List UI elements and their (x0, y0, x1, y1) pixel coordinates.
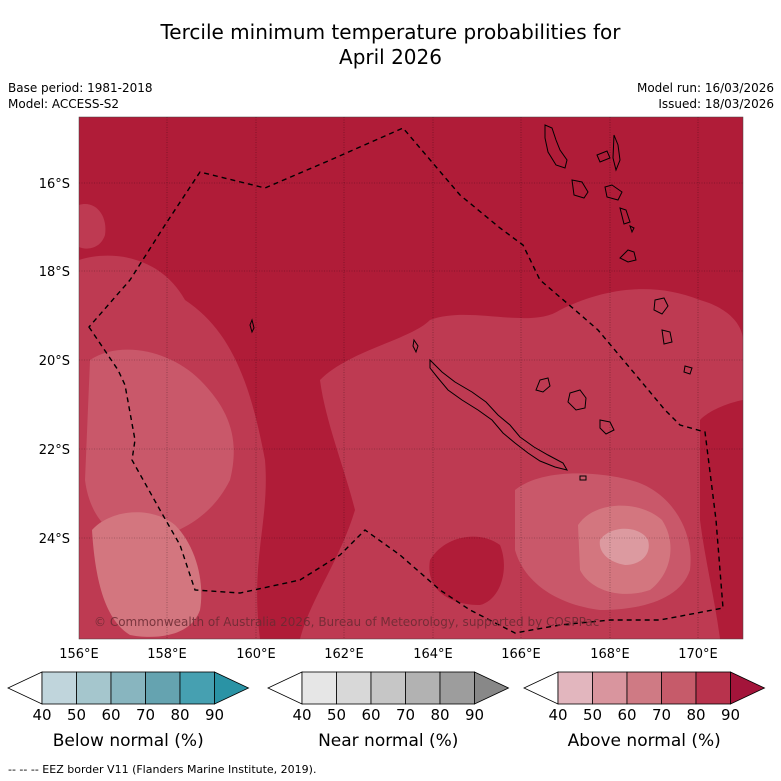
colorbar-swatch (557, 671, 593, 705)
above-70-region (85, 349, 234, 541)
above-60-region (599, 528, 649, 565)
lon-label: 164°E (413, 647, 453, 662)
model-run: Model run: 16/03/2026 (636, 81, 774, 95)
colorbar-tick-label: 70 (136, 706, 155, 724)
colorbar-tick-label: 80 (686, 706, 705, 724)
colorbar-over-swatch (214, 671, 250, 705)
colorbar-title: Below normal (%) (53, 731, 204, 751)
colorbar-tick-label: 40 (32, 706, 51, 724)
lon-label: 162°E (324, 647, 364, 662)
colorbar-tick-label: 60 (617, 706, 636, 724)
new-caledonia-coast (429, 358, 569, 471)
eez-legend-note: -- -- -- EEZ border V11 (Flanders Marine… (8, 763, 317, 776)
coastlines (249, 124, 693, 481)
colorbar-swatch (592, 671, 628, 705)
colorbar-over-swatch (474, 671, 510, 705)
colorbar-swatch (695, 671, 731, 705)
colorbar-swatch (110, 671, 146, 705)
lat-label: 18°S (39, 265, 70, 280)
colorbar-swatch (76, 671, 112, 705)
above-80-region (79, 204, 106, 249)
colorbar-under-swatch (267, 671, 303, 705)
colorbar-over-swatch (730, 671, 766, 705)
colorbar-swatch (336, 671, 372, 705)
probability-field: © Commonwealth of Australia 2026, Bureau… (79, 117, 743, 639)
lat-label: 16°S (39, 177, 70, 192)
above-90-region (700, 400, 743, 639)
colorbar-swatch (405, 671, 441, 705)
map-title-line2: April 2026 (339, 45, 442, 69)
colorbar-tick-label: 40 (292, 706, 311, 724)
eez-border (88, 127, 724, 634)
lon-label: 166°E (501, 647, 541, 662)
colorbar-tick-label: 40 (548, 706, 567, 724)
lon-label: 170°E (678, 647, 718, 662)
above-90-region (429, 536, 504, 605)
colorbar-tick-label: 70 (652, 706, 671, 724)
lat-label: 22°S (39, 443, 70, 458)
colorbar-swatch (301, 671, 337, 705)
colorbar-swatch (145, 671, 181, 705)
colorbar-swatch (439, 671, 475, 705)
lon-label: 158°E (147, 647, 187, 662)
lat-axis: 16°S 18°S 20°S 22°S 24°S (39, 177, 70, 547)
colorbar-tick-label: 80 (170, 706, 189, 724)
lon-label: 168°E (590, 647, 630, 662)
colorbar-title: Near normal (%) (318, 731, 458, 751)
lon-label: 160°E (236, 647, 276, 662)
lat-label: 24°S (39, 532, 70, 547)
colorbar-tick-label: 90 (205, 706, 224, 724)
issued-date: Issued: 18/03/2026 (658, 97, 774, 111)
colorbar-tick-label: 50 (583, 706, 602, 724)
colorbar-swatch (370, 671, 406, 705)
lon-axis: 156°E 158°E 160°E 162°E 164°E 166°E 168°… (59, 647, 718, 662)
lat-label: 20°S (39, 354, 70, 369)
base-period: Base period: 1981-2018 (8, 81, 153, 95)
colorbar-under-swatch (523, 671, 559, 705)
colorbar-tick-label: 60 (101, 706, 120, 724)
lon-label: 156°E (59, 647, 99, 662)
colorbar-tick-label: 80 (430, 706, 449, 724)
colorbar-tick-label: 90 (465, 706, 484, 724)
colorbar-tick-label: 60 (361, 706, 380, 724)
above-60-region (92, 512, 202, 637)
colorbar-tick-label: 70 (396, 706, 415, 724)
map-frame (78, 116, 744, 640)
colorbar-under-swatch (7, 671, 43, 705)
colorbar: 40 50 60 70 80 90 Near normal (%) (267, 671, 510, 751)
colorbar-tick-label: 90 (721, 706, 740, 724)
colorbar-title: Above normal (%) (568, 731, 721, 751)
model-name: Model: ACCESS-S2 (8, 97, 120, 111)
colorbar-swatch (626, 671, 662, 705)
colorbar-swatch (179, 671, 215, 705)
colorbar-tick-label: 50 (327, 706, 346, 724)
colorbar-swatch (661, 671, 697, 705)
colorbar-swatch (41, 671, 77, 705)
colorbar-tick-label: 50 (67, 706, 86, 724)
above-60-region (150, 565, 167, 582)
map-copyright: © Commonwealth of Australia 2026, Bureau… (94, 615, 599, 629)
graticule (79, 117, 743, 639)
map-title-line1: Tercile minimum temperature probabilitie… (160, 20, 621, 44)
